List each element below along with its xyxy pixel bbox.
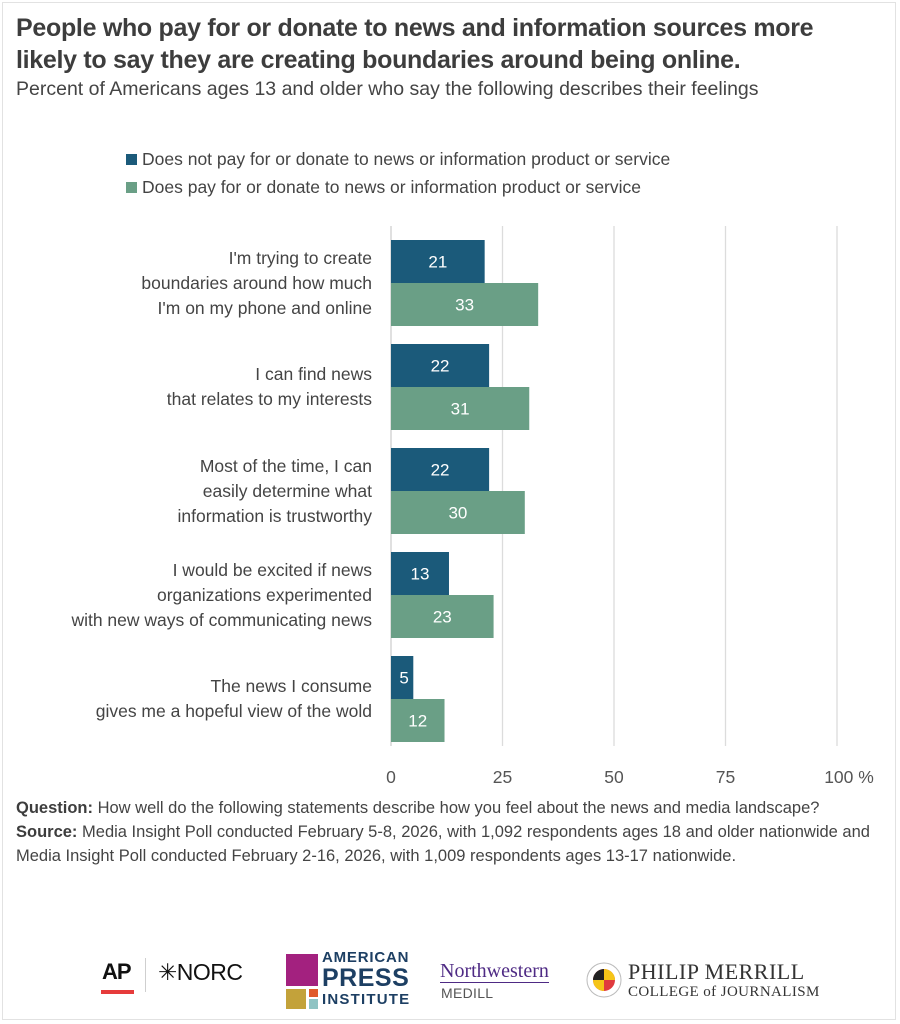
question-label: Question: (16, 799, 93, 817)
source-note: Source: Media Insight Poll conducted Feb… (16, 820, 886, 868)
bar-value-label: 13 (411, 565, 430, 584)
merrill-logo-line1: PHILIP MERRILL (628, 959, 805, 984)
bar-value-label: 22 (431, 357, 450, 376)
bar-not-pay (391, 656, 414, 699)
bar-pay (391, 699, 445, 742)
bar-chart: 0 25 50 75 100 % 21 33 22 31 22 30 13 23 5 12 (386, 226, 874, 787)
category-label: The news I consume gives me a hopeful vi… (95, 676, 372, 721)
logo-divider (145, 958, 146, 992)
category-label: I would be excited if news organizations… (71, 559, 372, 630)
legend-swatch-pay (126, 181, 137, 193)
legend-item-not-pay: Does not pay for or donate to news or in… (126, 145, 670, 173)
ap-logo: AP (102, 959, 132, 984)
source-label: Source: (16, 823, 78, 841)
merrill-logo-line2: COLLEGE of JOURNALISM (628, 984, 820, 1000)
bar-value-label: 23 (433, 608, 452, 627)
x-tick-label: 0 (386, 767, 396, 787)
category-label: I'm trying to create boundaries around h… (141, 247, 372, 318)
api-logo-line2: PRESS (322, 964, 410, 992)
legend-label-pay: Does pay for or donate to news or inform… (142, 177, 641, 197)
bar-pay (391, 283, 539, 326)
logos-row: AP ✳NORC AMERICAN PRESS INSTITUTE Northw… (0, 940, 900, 1020)
x-tick-label: 75 (716, 767, 735, 787)
category-label: Most of the time, I can easily determine… (177, 455, 372, 526)
northwestern-logo: Northwestern (440, 960, 549, 983)
bar-pay (391, 387, 530, 430)
legend-label-not-pay: Does not pay for or donate to news or in… (142, 149, 671, 169)
chart-title: People who pay for or donate to news and… (16, 14, 814, 74)
x-tick-label: 100 % (824, 767, 874, 787)
bar-value-label: 33 (455, 296, 474, 315)
bar-value-label: 22 (431, 461, 450, 480)
bar-pay (391, 595, 494, 638)
bar-not-pay (391, 344, 490, 387)
x-tick-label: 25 (493, 767, 512, 787)
ap-logo-underline (101, 990, 134, 994)
question-text: How well do the following statements des… (93, 799, 820, 817)
legend: Does not pay for or donate to news or in… (126, 145, 670, 201)
bar-value-label: 30 (448, 504, 467, 523)
api-logo-line1: AMERICAN (322, 949, 410, 966)
question-note: Question: How well do the following stat… (16, 796, 886, 820)
medill-logo: MEDILL (441, 985, 494, 1001)
legend-item-pay: Does pay for or donate to news or inform… (126, 173, 670, 201)
api-logo: AMERICAN PRESS INSTITUTE (322, 950, 410, 1007)
bar-not-pay (391, 448, 490, 491)
norc-logo-text: NORC (176, 959, 243, 985)
bar-not-pay (391, 240, 485, 283)
source-text: Media Insight Poll conducted February 5-… (16, 823, 870, 865)
api-logo-mark-icon (286, 954, 318, 1009)
bar-pay (391, 491, 525, 534)
category-label: I can find news that relates to my inter… (166, 364, 372, 409)
umd-seal-icon (586, 962, 622, 998)
norc-star-icon: ✳ (158, 959, 177, 985)
bar-value-label: 21 (428, 253, 447, 272)
legend-swatch-not-pay (126, 153, 137, 165)
x-tick-label: 50 (604, 767, 624, 787)
notes: Question: How well do the following stat… (16, 796, 886, 868)
bar-value-label: 12 (408, 712, 427, 731)
bar-value-label: 31 (451, 400, 470, 419)
bar-value-label: 5 (399, 669, 408, 688)
bar-not-pay (391, 552, 449, 595)
norc-logo: ✳NORC (158, 959, 243, 986)
api-logo-line3: INSTITUTE (322, 991, 411, 1008)
chart-subtitle: Percent of Americans ages 13 and older w… (16, 78, 759, 100)
